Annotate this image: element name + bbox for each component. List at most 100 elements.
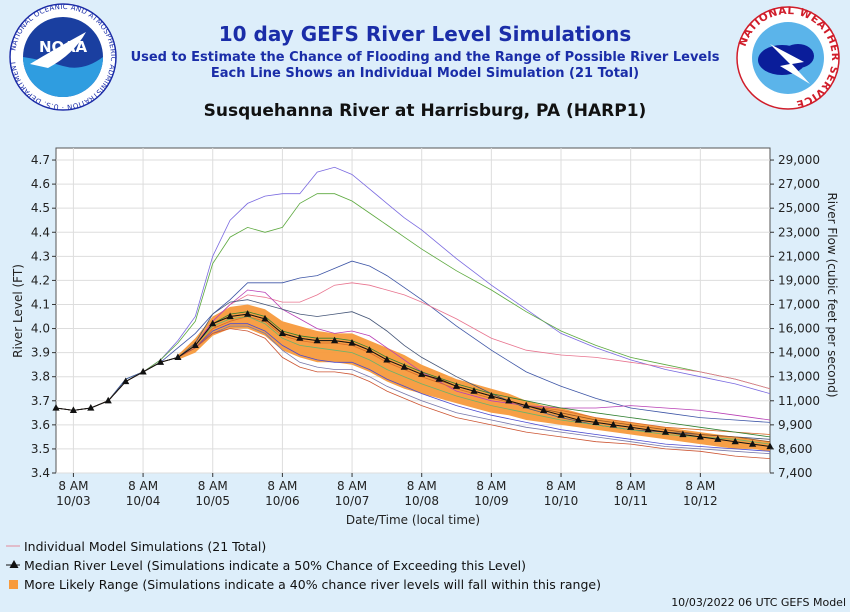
median-marker bbox=[592, 418, 600, 425]
plot-background bbox=[55, 147, 771, 474]
y-tick-label: 4.5 bbox=[31, 201, 50, 215]
median-marker bbox=[209, 319, 217, 327]
x-tick-date: 10/11 bbox=[613, 494, 648, 508]
median-marker bbox=[470, 387, 478, 394]
legend-members-label: Individual Model Simulations (21 Total) bbox=[24, 538, 267, 554]
median-marker bbox=[191, 341, 199, 348]
model-run-footer: 10/03/2022 06 UTC GEFS Model bbox=[671, 596, 846, 609]
median-marker bbox=[487, 392, 495, 399]
y-tick-label: 4.3 bbox=[31, 249, 50, 263]
median-marker bbox=[661, 428, 670, 435]
legend-median-swatch bbox=[6, 560, 20, 568]
x-axis-label: Date/Time (local time) bbox=[346, 513, 480, 527]
chart-title: 10 day GEFS River Level Simulations bbox=[218, 22, 632, 46]
x-tick-date: 10/10 bbox=[544, 494, 579, 508]
y-tick-label: 4.1 bbox=[31, 297, 50, 311]
legend-median: Median River Level (Simulations indicate… bbox=[6, 557, 526, 573]
median-marker bbox=[104, 396, 112, 404]
likely-range-area bbox=[177, 304, 770, 452]
y2-tick-label: 7,400 bbox=[778, 466, 812, 480]
legend-range-swatch bbox=[9, 580, 18, 589]
noaa-logo-text: NOAA bbox=[39, 38, 88, 56]
y-axis-ticks: 3.4 3.5 3.6 3.7 3.8 3.9 4.0 4.1 4.2 4.3 4.4 4.5 4.6 4… bbox=[31, 153, 56, 480]
chart-subtitle-1: Used to Estimate the Chance of Flooding … bbox=[130, 50, 720, 65]
median-line-path bbox=[55, 313, 771, 447]
median-marker bbox=[749, 440, 757, 447]
y-tick-label: 3.4 bbox=[31, 466, 50, 480]
median-marker bbox=[261, 314, 269, 322]
median-marker bbox=[296, 334, 304, 341]
y-tick-label: 3.7 bbox=[31, 394, 50, 408]
median-marker bbox=[87, 404, 95, 411]
x-tick-date: 10/08 bbox=[404, 494, 439, 508]
x-tick-time: 8 AM bbox=[616, 479, 646, 493]
legend-median-label: Median River Level (Simulations indicate… bbox=[24, 557, 527, 573]
legend-range-label: More Likely Range (Simulations indicate … bbox=[24, 576, 601, 592]
median-marker bbox=[69, 406, 77, 413]
y2-axis-label: River Flow (cubic feet per second) bbox=[825, 192, 839, 397]
y2-tick-label: 23,000 bbox=[778, 225, 820, 239]
x-tick-date: 10/07 bbox=[335, 494, 370, 508]
x-tick-time: 8 AM bbox=[337, 479, 367, 493]
median-line bbox=[52, 310, 774, 450]
y2-tick-label: 16,000 bbox=[778, 322, 820, 336]
x-tick-date: 10/06 bbox=[265, 494, 300, 508]
y-tick-label: 4.0 bbox=[31, 322, 50, 336]
y2-tick-label: 11,000 bbox=[778, 394, 820, 408]
median-marker bbox=[348, 339, 356, 346]
median-marker bbox=[452, 382, 461, 389]
median-marker bbox=[418, 370, 426, 377]
median-marker bbox=[522, 401, 530, 409]
x-tick-time: 8 AM bbox=[267, 479, 297, 493]
legend-range: More Likely Range (Simulations indicate … bbox=[6, 576, 601, 592]
gauge-title: Susquehanna River at Harrisburg, PA (HAR… bbox=[203, 101, 647, 121]
x-tick-time: 8 AM bbox=[407, 479, 437, 493]
y2-tick-label: 14,000 bbox=[778, 346, 820, 360]
y-tick-label: 4.6 bbox=[31, 177, 50, 191]
median-marker bbox=[540, 406, 548, 413]
legend-member-swatch bbox=[6, 545, 20, 547]
median-marker bbox=[331, 336, 339, 344]
median-marker bbox=[122, 377, 130, 385]
median-marker bbox=[557, 411, 565, 418]
median-marker bbox=[278, 329, 286, 336]
x-tick-time: 8 AM bbox=[198, 479, 228, 493]
y-tick-label: 3.5 bbox=[31, 442, 50, 456]
x-tick-date: 10/04 bbox=[126, 494, 161, 508]
y2-tick-label: 19,000 bbox=[778, 273, 820, 287]
median-marker bbox=[400, 363, 408, 370]
y2-tick-label: 27,000 bbox=[778, 177, 820, 191]
median-marker bbox=[52, 404, 60, 411]
median-marker bbox=[435, 375, 443, 382]
y-tick-label: 3.8 bbox=[31, 370, 50, 384]
nws-logo: NATIONAL WEATHER SERVICE bbox=[736, 6, 840, 110]
median-marker bbox=[505, 396, 513, 404]
y-tick-label: 4.2 bbox=[31, 273, 50, 287]
median-marker bbox=[226, 312, 234, 320]
y-tick-label: 3.6 bbox=[31, 418, 50, 432]
median-marker bbox=[313, 336, 321, 344]
hydrograph-chart: 3.4 3.5 3.6 3.7 3.8 3.9 4.0 4.1 4.2 4.3 4.4 4.5 4.6 4… bbox=[11, 147, 839, 527]
y2-tick-label: 25,000 bbox=[778, 201, 820, 215]
x-tick-date: 10/12 bbox=[683, 494, 718, 508]
x-tick-time: 8 AM bbox=[476, 479, 506, 493]
median-marker bbox=[139, 367, 147, 375]
y2-tick-label: 21,000 bbox=[778, 249, 820, 263]
x-tick-date: 10/03 bbox=[56, 494, 91, 508]
y-tick-label: 3.9 bbox=[31, 346, 50, 360]
median-marker bbox=[696, 432, 704, 440]
y-tick-label: 4.7 bbox=[31, 153, 50, 167]
median-marker bbox=[244, 310, 252, 317]
chart-subtitle-2: Each Line Shows an Individual Model Simu… bbox=[210, 66, 640, 81]
median-marker bbox=[731, 437, 739, 445]
y2-axis-ticks: 7,400 8,600 9,900 11,000 13,000 14,000 16,000 1… bbox=[770, 153, 820, 480]
median-marker bbox=[174, 353, 182, 360]
grid-lines bbox=[56, 148, 770, 474]
x-tick-time: 8 AM bbox=[685, 479, 715, 493]
median-marker bbox=[574, 416, 582, 423]
y2-tick-label: 29,000 bbox=[778, 153, 820, 167]
median-marker bbox=[365, 346, 374, 353]
median-marker bbox=[627, 423, 635, 430]
